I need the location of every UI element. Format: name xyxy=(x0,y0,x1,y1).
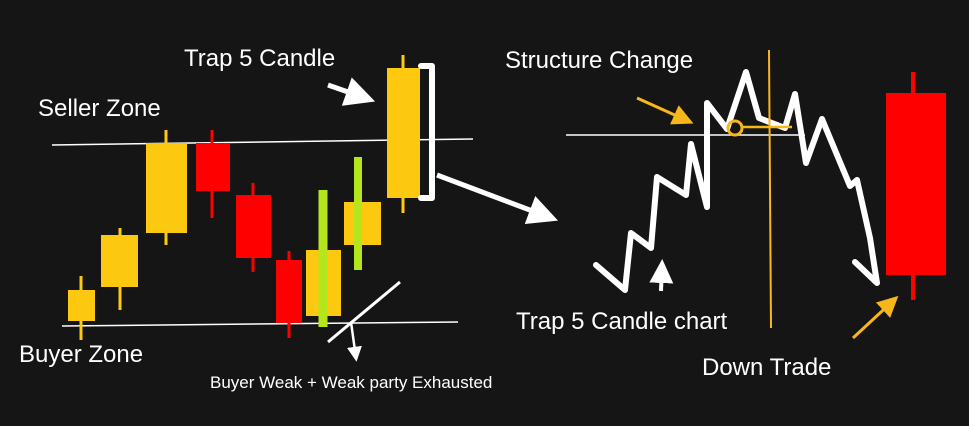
candle-3 xyxy=(146,130,187,245)
down-trade-arrow xyxy=(851,295,899,340)
candle-5 xyxy=(236,183,271,272)
buyer-zone-line xyxy=(61,321,459,327)
buyer-weak-label: Buyer Weak + Weak party Exhausted xyxy=(210,373,493,392)
candle-6 xyxy=(276,251,302,338)
down-trade-label: Down Trade xyxy=(702,354,832,381)
structure-vertical-line xyxy=(768,49,772,329)
structure-change-arrow xyxy=(636,96,694,125)
candle-8 xyxy=(344,157,381,270)
trap-chart-label: Trap 5 Candle chart xyxy=(516,308,728,335)
trap-candle-label: Trap 5 Candle xyxy=(184,45,336,72)
trap-chart-arrow xyxy=(649,259,674,292)
candle-4 xyxy=(196,130,230,218)
exhaustion-arrow xyxy=(347,321,362,362)
trap-bracket xyxy=(418,63,435,201)
candle-1 xyxy=(68,276,95,340)
exhaustion-cross xyxy=(327,280,401,344)
trap-pointer-arrow xyxy=(327,77,376,106)
candle-2 xyxy=(101,228,138,310)
structure-change-label: Structure Change xyxy=(505,47,694,74)
trap-to-chart-arrow xyxy=(436,172,559,225)
candle-7 xyxy=(306,190,341,327)
candle-9-trap xyxy=(387,55,420,213)
price-path xyxy=(593,69,880,293)
seller-zone-label: Seller Zone xyxy=(38,95,161,122)
candle-down-trade xyxy=(886,72,946,300)
buyer-zone-label: Buyer Zone xyxy=(19,341,144,368)
